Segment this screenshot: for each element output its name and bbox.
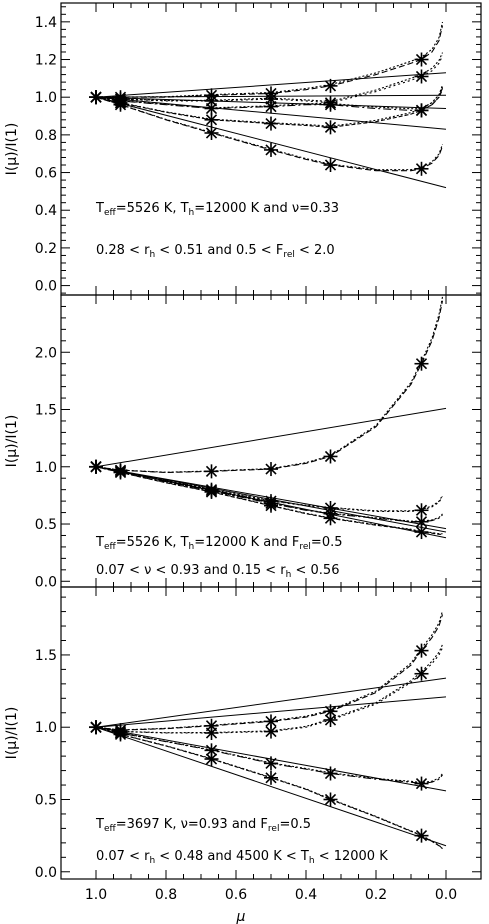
series-line-variant xyxy=(95,96,444,171)
y-axis-label: I(μ)/I(1) xyxy=(4,123,20,176)
fit-line xyxy=(95,726,447,847)
data-point-marker xyxy=(414,103,429,118)
y-tick-label: 1.0 xyxy=(35,460,57,476)
data-point-marker xyxy=(264,462,278,477)
chart-panel-2: 0.0 0.5 1.0 1.5 2.0 I(μ)/I(1) Teff=5526 K, Th=… xyxy=(4,294,482,590)
series-line-variant xyxy=(95,466,443,512)
x-tick-label: 1.0 xyxy=(85,887,107,903)
data-point-marker xyxy=(414,514,429,529)
data-point-marker xyxy=(323,158,338,173)
series-line-variant xyxy=(95,466,443,522)
data-point-marker xyxy=(264,116,278,131)
data-point-marker xyxy=(204,125,219,140)
fit-line xyxy=(95,96,447,130)
y-tick-label: 1.5 xyxy=(35,648,57,664)
y-axis-label: I(μ)/I(1) xyxy=(4,707,20,760)
data-point-marker xyxy=(414,161,429,176)
series-line xyxy=(95,614,444,731)
data-point-marker xyxy=(414,828,429,843)
data-point-marker xyxy=(89,90,103,105)
data-point-marker xyxy=(204,112,219,127)
data-point-marker xyxy=(323,449,338,464)
series-line xyxy=(95,300,444,474)
data-point-marker xyxy=(264,99,278,114)
data-point-marker xyxy=(323,97,338,112)
y-tick-label: 0.4 xyxy=(35,203,57,219)
annotation-line-1: Teff=5526 K, Th=12000 K and ν=0.33 xyxy=(95,201,339,218)
y-tick-label: 0.0 xyxy=(35,865,57,881)
fit-line xyxy=(95,696,447,728)
data-point-marker xyxy=(89,720,103,735)
y-tick-label: 1.0 xyxy=(35,90,57,106)
data-point-marker xyxy=(113,727,128,742)
data-point-marker xyxy=(204,752,219,767)
x-axis-label: μ xyxy=(236,909,246,924)
series-line xyxy=(95,726,443,785)
data-point-marker xyxy=(264,498,278,513)
data-point-marker xyxy=(323,120,338,135)
data-point-marker xyxy=(264,756,278,771)
y-tick-label: 0.6 xyxy=(35,166,57,182)
annotation-line-1: Teff=3697 K, ν=0.93 and Frel=0.5 xyxy=(95,817,311,834)
series-line xyxy=(96,25,444,98)
data-point-marker xyxy=(264,724,278,739)
data-point-marker xyxy=(204,484,219,499)
annotation-line-2: 0.07 < ν < 0.93 and 0.15 < rh < 0.56 xyxy=(96,563,339,580)
data-point-marker xyxy=(323,792,338,807)
y-tick-label: 1.2 xyxy=(35,53,57,69)
annotation-line-2: 0.07 < rh < 0.48 and 4500 K < Th < 12000… xyxy=(96,849,388,866)
data-point-marker xyxy=(414,525,429,540)
y-tick-label: 0.0 xyxy=(35,279,57,295)
data-point-marker xyxy=(414,666,429,681)
x-tick-label: 0.0 xyxy=(435,887,457,903)
data-point-marker xyxy=(323,766,338,781)
data-point-marker xyxy=(323,712,338,727)
series-line xyxy=(95,55,443,104)
chart-panel-3: 0.0 0.5 1.0 1.5 1.0 0.8 0.6 0.4 0.2 0.0 μ I(μ)/I(1)… xyxy=(4,586,482,924)
y-tick-label: 0.2 xyxy=(35,241,57,257)
x-tick-label: 0.8 xyxy=(155,887,177,903)
data-point-marker xyxy=(113,465,128,480)
data-point-marker xyxy=(204,726,219,740)
x-tick-label: 0.6 xyxy=(225,887,247,903)
data-point-marker xyxy=(264,770,278,785)
y-tick-label: 0.5 xyxy=(35,792,57,808)
data-point-marker xyxy=(323,511,338,526)
fit-line xyxy=(95,677,447,728)
annotation-line-1: Teff=5526 K, Th=12000 K and Frel=0.5 xyxy=(95,535,343,552)
y-tick-label: 2.0 xyxy=(35,345,57,361)
y-tick-label: 1.5 xyxy=(35,403,57,419)
series-line xyxy=(95,466,443,523)
series-line-variant xyxy=(95,52,444,103)
series-line-variant xyxy=(95,21,444,98)
annotation-line-2: 0.28 < rh < 0.51 and 0.5 < Frel < 2.0 xyxy=(96,243,335,260)
y-tick-label: 0.8 xyxy=(35,128,57,144)
data-point-marker xyxy=(414,776,429,791)
data-point-marker xyxy=(414,52,429,67)
data-point-marker xyxy=(414,356,429,371)
y-tick-label: 0.0 xyxy=(35,574,57,590)
data-point-marker xyxy=(414,69,429,84)
fit-line xyxy=(95,96,447,189)
data-point-marker xyxy=(264,142,278,157)
series-line-variant xyxy=(95,610,444,731)
data-point-marker xyxy=(89,459,103,474)
chart-panel-1: 0.0 0.2 0.4 0.6 0.8 1.0 1.2 1.4 I(μ)/I(1) Teff=55… xyxy=(4,2,482,296)
fit-line xyxy=(95,407,447,468)
series-line-variant xyxy=(95,726,443,784)
data-point-marker xyxy=(204,464,219,479)
data-point-marker xyxy=(113,97,128,112)
x-tick-label: 0.2 xyxy=(365,887,387,903)
y-axis-label: I(μ)/I(1) xyxy=(4,415,20,468)
fit-line xyxy=(95,72,447,98)
x-tick-label: 0.4 xyxy=(295,887,317,903)
data-point-marker xyxy=(323,78,338,93)
data-point-marker xyxy=(414,643,429,658)
y-tick-label: 1.0 xyxy=(35,720,57,736)
series-line-variant xyxy=(95,296,444,473)
y-tick-label: 0.5 xyxy=(35,517,57,533)
y-tick-label: 1.4 xyxy=(35,15,57,31)
